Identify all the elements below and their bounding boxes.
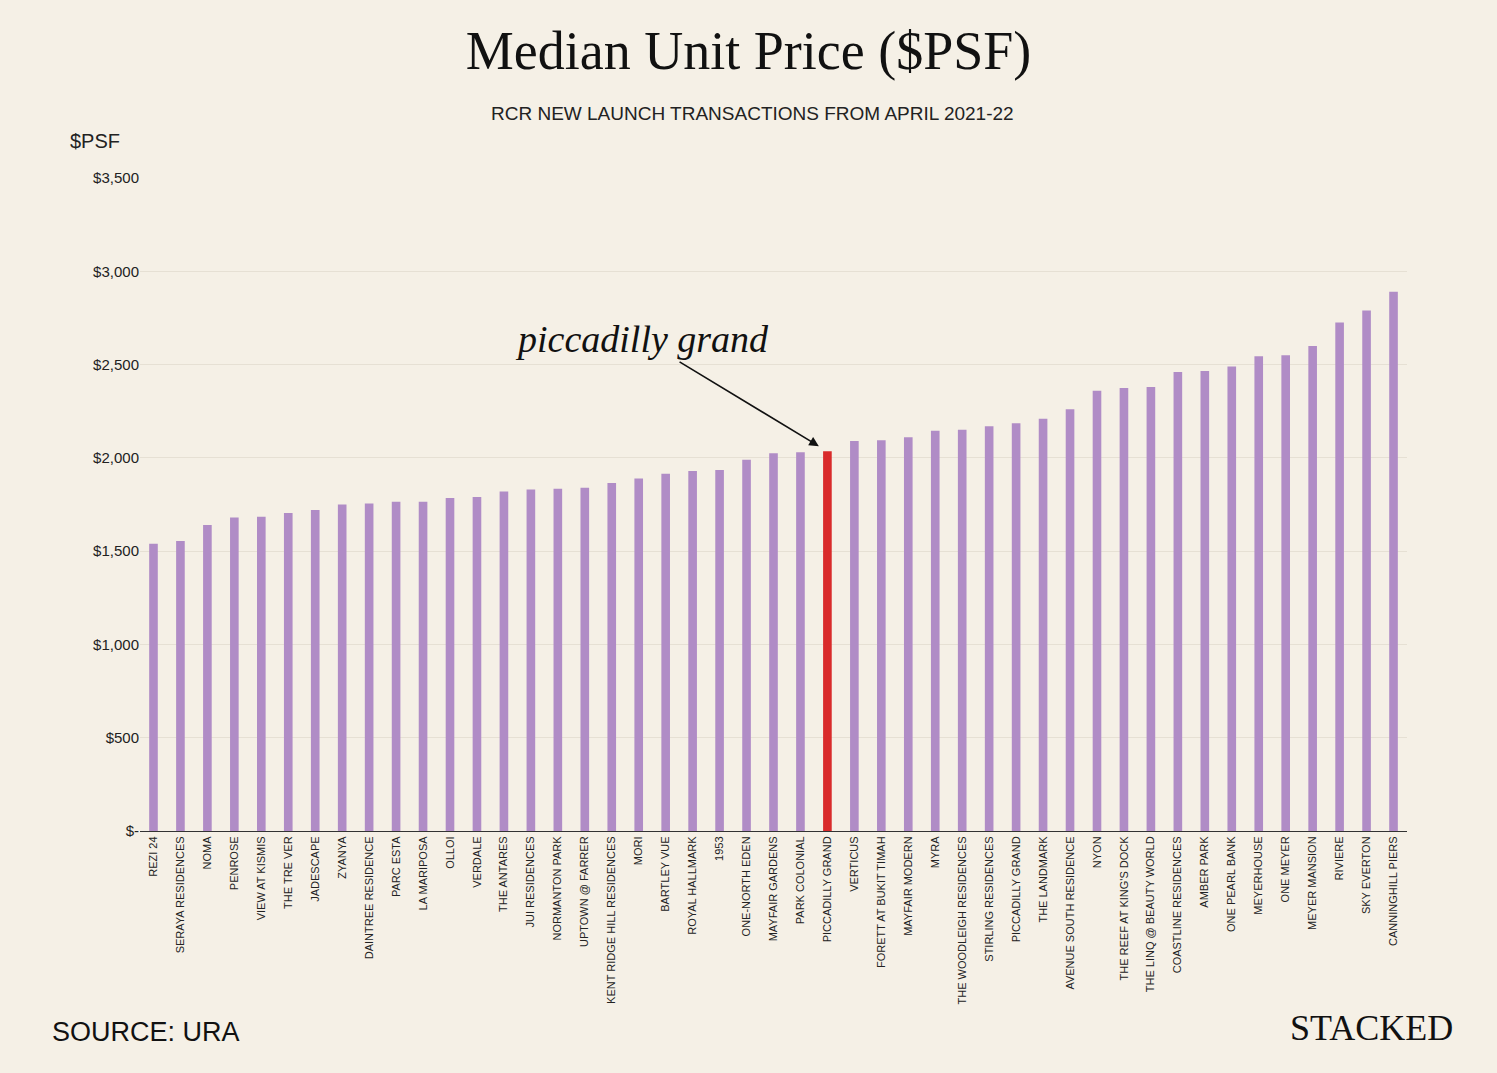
svg-text:NOMA: NOMA [201,836,213,870]
svg-text:Median Unit Price ($PSF): Median Unit Price ($PSF) [466,21,1031,81]
svg-text:$-: $- [126,822,139,839]
svg-text:PICCADILLY GRAND: PICCADILLY GRAND [821,836,833,942]
svg-text:THE TRE VER: THE TRE VER [282,836,294,909]
svg-text:STIRLING RESIDENCES: STIRLING RESIDENCES [983,836,995,961]
svg-text:VERTICUS: VERTICUS [848,836,860,891]
svg-text:NYON: NYON [1091,836,1103,868]
svg-text:DAINTREE RESIDENCE: DAINTREE RESIDENCE [363,836,375,959]
svg-text:THE ANTARES: THE ANTARES [498,836,510,912]
svg-text:SERAYA RESIDENCES: SERAYA RESIDENCES [174,836,186,953]
svg-text:ZYANYA: ZYANYA [336,836,348,879]
svg-text:RIVIERE: RIVIERE [1333,836,1345,880]
svg-text:THE REEF AT KING'S DOCK: THE REEF AT KING'S DOCK [1118,836,1130,981]
svg-text:JUI RESIDENCES: JUI RESIDENCES [524,836,536,927]
svg-text:AVENUE SOUTH RESIDENCE: AVENUE SOUTH RESIDENCE [1064,836,1076,989]
svg-text:THE LINQ @ BEAUTY WORLD: THE LINQ @ BEAUTY WORLD [1144,836,1156,992]
svg-text:$1,500: $1,500 [93,542,139,559]
svg-text:$500: $500 [106,729,139,746]
svg-text:$2,000: $2,000 [93,449,139,466]
svg-text:ONE PEARL BANK: ONE PEARL BANK [1225,836,1237,932]
svg-text:$2,500: $2,500 [93,356,139,373]
svg-text:AMBER PARK: AMBER PARK [1198,836,1210,908]
svg-text:PARC ESTA: PARC ESTA [390,836,402,897]
svg-text:MAYFAIR MODERN: MAYFAIR MODERN [902,836,914,935]
svg-text:KENT RIDGE HILL RESIDENCES: KENT RIDGE HILL RESIDENCES [605,836,617,1004]
svg-text:$3,500: $3,500 [93,169,139,186]
svg-text:$3,000: $3,000 [93,263,139,280]
svg-text:PICCADILLY GRAND: PICCADILLY GRAND [1010,836,1022,942]
svg-text:THE LANDMARK: THE LANDMARK [1037,836,1049,923]
svg-text:VERDALE: VERDALE [471,836,483,887]
svg-text:MORI: MORI [632,836,644,865]
svg-text:BARTLEY VUE: BARTLEY VUE [659,836,671,911]
svg-text:$PSF: $PSF [70,130,120,152]
svg-text:NORMANTON PARK: NORMANTON PARK [551,836,563,941]
svg-text:UPTOWN @ FARRER: UPTOWN @ FARRER [578,836,590,947]
svg-text:FORETT AT BUKIT TIMAH: FORETT AT BUKIT TIMAH [875,836,887,968]
svg-text:$1,000: $1,000 [93,636,139,653]
svg-text:STACKED: STACKED [1290,1008,1453,1048]
svg-text:VIEW AT KISMIS: VIEW AT KISMIS [255,836,267,920]
svg-text:PARK COLONIAL: PARK COLONIAL [794,836,806,924]
svg-text:ROYAL HALLMARK: ROYAL HALLMARK [686,836,698,935]
svg-text:1953: 1953 [713,836,725,860]
svg-text:MAYFAIR GARDENS: MAYFAIR GARDENS [767,836,779,941]
svg-text:CANNINGHILL PIERS: CANNINGHILL PIERS [1387,836,1399,946]
svg-text:MEYER MANSION: MEYER MANSION [1306,836,1318,930]
svg-text:THE WOODLEIGH RESIDENCES: THE WOODLEIGH RESIDENCES [956,836,968,1004]
svg-text:SOURCE: URA: SOURCE: URA [52,1017,240,1047]
svg-text:RCR NEW LAUNCH TRANSACTIONS FR: RCR NEW LAUNCH TRANSACTIONS FROM APRIL 2… [491,103,1014,124]
svg-text:LA MARIPOSA: LA MARIPOSA [417,836,429,911]
svg-text:MYRA: MYRA [929,836,941,868]
svg-text:JADESCAPE: JADESCAPE [309,836,321,901]
svg-text:ONE MEYER: ONE MEYER [1279,836,1291,902]
svg-text:ONE-NORTH EDEN: ONE-NORTH EDEN [740,836,752,936]
svg-text:PENROSE: PENROSE [228,836,240,890]
svg-text:OLLOI: OLLOI [444,836,456,868]
svg-text:piccadilly grand: piccadilly grand [515,318,769,360]
svg-text:REZI 24: REZI 24 [147,836,159,876]
svg-text:COASTLINE RESIDENCES: COASTLINE RESIDENCES [1171,836,1183,973]
svg-text:MEYERHOUSE: MEYERHOUSE [1252,836,1264,914]
svg-text:SKY EVERTON: SKY EVERTON [1360,836,1372,914]
